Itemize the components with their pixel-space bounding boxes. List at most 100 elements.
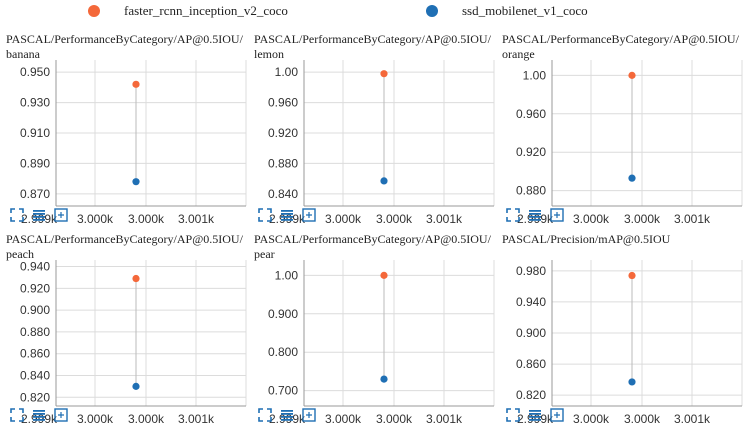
x-tick-label: 3.000k [624, 212, 661, 226]
y-tick-label: 0.950 [20, 65, 50, 79]
toggle-expand-icon[interactable] [302, 208, 316, 222]
data-point-ssd-mobilenet [380, 375, 388, 383]
data-point-faster-rcnn [628, 271, 636, 280]
chart-toolbar [10, 208, 68, 222]
toggle-expand-icon[interactable] [54, 208, 68, 222]
fit-domain-icon[interactable] [258, 208, 272, 222]
legend-item-ssd-mobilenet: ssd_mobilenet_v1_coco [426, 2, 588, 20]
toggle-log-icon[interactable] [32, 208, 46, 222]
y-tick-label: 1.00 [275, 65, 299, 79]
y-tick-label: 0.920 [516, 145, 546, 159]
chart-panel-3: 0.8800.9200.9601.002.999k3.000k3.000k3.0… [496, 32, 744, 227]
x-tick-label: 3.001k [426, 212, 463, 226]
y-tick-label: 0.900 [516, 326, 546, 340]
y-tick-label: 0.880 [268, 156, 298, 170]
toggle-log-icon[interactable] [528, 408, 542, 422]
chart-title: PASCAL/PerformanceByCategory/AP@0.5IOU/p… [254, 232, 491, 261]
x-tick-label: 3.000k [77, 412, 114, 426]
data-point-ssd-mobilenet [132, 178, 140, 186]
x-tick-label: 3.000k [624, 412, 661, 426]
legend-item-faster-rcnn: faster_rcnn_inception_v2_coco [88, 2, 288, 20]
toggle-expand-icon[interactable] [302, 408, 316, 422]
legend-dot-icon [426, 5, 438, 17]
y-tick-label: 0.920 [20, 281, 50, 295]
y-tick-label: 0.930 [20, 96, 50, 110]
chart-panel-4: 0.8200.8400.8600.8800.9000.9200.9402.999… [0, 232, 248, 427]
y-tick-label: 0.700 [268, 384, 298, 398]
x-tick-label: 3.000k [128, 212, 165, 226]
x-tick-label: 3.001k [426, 412, 463, 426]
y-tick-label: 0.880 [516, 184, 546, 198]
chart-panel-1: 0.8700.8900.9100.9300.9502.999k3.000k3.0… [0, 32, 248, 227]
fit-domain-icon[interactable] [10, 208, 24, 222]
chart-title: PASCAL/Precision/mAP@0.5IOU [502, 232, 671, 246]
scatter-plot: 0.8200.8600.9000.9400.9802.999k3.000k3.0… [516, 260, 743, 426]
chart-title: PASCAL/PerformanceByCategory/AP@0.5IOU/p… [6, 232, 243, 261]
data-point-ssd-mobilenet [380, 177, 388, 185]
chart-toolbar [258, 408, 316, 422]
fit-domain-icon[interactable] [506, 408, 520, 422]
chart-panel-5: 0.7000.8000.9001.002.999k3.000k3.000k3.0… [248, 232, 496, 427]
chart-title: PASCAL/PerformanceByCategory/AP@0.5IOU/l… [254, 32, 491, 61]
y-tick-label: 0.960 [268, 96, 298, 110]
y-tick-label: 0.840 [268, 187, 298, 201]
fit-domain-icon[interactable] [506, 208, 520, 222]
scatter-plot: 0.8400.8800.9200.9601.002.999k3.000k3.00… [268, 60, 495, 226]
data-point-ssd-mobilenet [628, 378, 636, 386]
y-tick-label: 0.820 [516, 388, 546, 402]
scatter-plot: 0.8200.8400.8600.8800.9000.9200.9402.999… [20, 260, 247, 426]
chart-toolbar [258, 208, 316, 222]
data-point-faster-rcnn [380, 70, 388, 78]
data-point-faster-rcnn [132, 274, 140, 283]
toggle-expand-icon[interactable] [54, 408, 68, 422]
fit-domain-icon[interactable] [258, 408, 272, 422]
toggle-log-icon[interactable] [280, 208, 294, 222]
y-tick-label: 0.960 [516, 107, 546, 121]
x-tick-label: 3.000k [573, 412, 610, 426]
toggle-log-icon[interactable] [280, 408, 294, 422]
x-tick-label: 3.000k [128, 412, 165, 426]
y-tick-label: 0.800 [268, 345, 298, 359]
y-tick-label: 0.940 [516, 295, 546, 309]
fit-domain-icon[interactable] [10, 408, 24, 422]
x-tick-label: 3.000k [325, 412, 362, 426]
y-tick-label: 0.920 [268, 126, 298, 140]
x-tick-label: 3.000k [376, 212, 413, 226]
x-tick-label: 3.000k [376, 412, 413, 426]
y-tick-label: 1.00 [275, 268, 299, 282]
grid [303, 260, 495, 406]
chart-toolbar [10, 408, 68, 422]
toggle-expand-icon[interactable] [550, 408, 564, 422]
y-tick-label: 0.860 [20, 347, 50, 361]
y-tick-label: 0.980 [516, 264, 546, 278]
y-tick-label: 0.870 [20, 187, 50, 201]
grid [55, 260, 247, 406]
x-tick-label: 3.000k [325, 212, 362, 226]
legend-label: ssd_mobilenet_v1_coco [462, 3, 588, 18]
data-point-ssd-mobilenet [628, 174, 636, 182]
toggle-log-icon[interactable] [32, 408, 46, 422]
x-tick-label: 3.001k [674, 412, 711, 426]
y-tick-label: 0.910 [20, 126, 50, 140]
chart-title: PASCAL/PerformanceByCategory/AP@0.5IOU/o… [502, 32, 739, 61]
chart-title: PASCAL/PerformanceByCategory/AP@0.5IOU/b… [6, 32, 243, 61]
data-point-ssd-mobilenet [132, 382, 140, 390]
data-point-faster-rcnn [628, 71, 636, 79]
grid [55, 60, 247, 206]
x-tick-label: 3.001k [178, 412, 215, 426]
chart-toolbar [506, 208, 564, 222]
chart-panel-2: 0.8400.8800.9200.9601.002.999k3.000k3.00… [248, 32, 496, 227]
toggle-log-icon[interactable] [528, 208, 542, 222]
chart-panel-6: 0.8200.8600.9000.9400.9802.999k3.000k3.0… [496, 232, 744, 427]
data-point-faster-rcnn [132, 80, 140, 88]
x-tick-label: 3.000k [573, 212, 610, 226]
scatter-plot: 0.8700.8900.9100.9300.9502.999k3.000k3.0… [20, 60, 247, 226]
data-point-faster-rcnn [380, 271, 388, 279]
y-tick-label: 0.820 [20, 390, 50, 404]
y-tick-label: 0.880 [20, 325, 50, 339]
toggle-expand-icon[interactable] [550, 208, 564, 222]
grid [551, 260, 743, 406]
y-tick-label: 0.900 [268, 307, 298, 321]
x-tick-label: 3.000k [77, 212, 114, 226]
x-tick-label: 3.001k [674, 212, 711, 226]
